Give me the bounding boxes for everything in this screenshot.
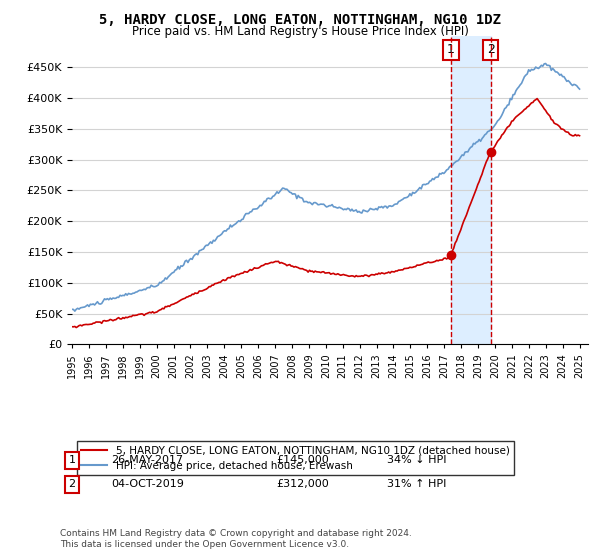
Text: 34% ↓ HPI: 34% ↓ HPI: [387, 455, 446, 465]
Text: Contains HM Land Registry data © Crown copyright and database right 2024.
This d: Contains HM Land Registry data © Crown c…: [60, 529, 412, 549]
Text: 31% ↑ HPI: 31% ↑ HPI: [387, 479, 446, 489]
Bar: [451, 36, 491, 344]
Text: 5, HARDY CLOSE, LONG EATON, NOTTINGHAM, NG10 1DZ: 5, HARDY CLOSE, LONG EATON, NOTTINGHAM, …: [99, 13, 501, 27]
Text: 26-MAY-2017: 26-MAY-2017: [111, 455, 183, 465]
Text: 04-OCT-2019: 04-OCT-2019: [111, 479, 184, 489]
Text: Price paid vs. HM Land Registry's House Price Index (HPI): Price paid vs. HM Land Registry's House …: [131, 25, 469, 38]
Text: 1: 1: [68, 455, 76, 465]
Text: 2: 2: [68, 479, 76, 489]
Legend: 5, HARDY CLOSE, LONG EATON, NOTTINGHAM, NG10 1DZ (detached house), HPI: Average : 5, HARDY CLOSE, LONG EATON, NOTTINGHAM, …: [77, 441, 514, 475]
Text: 2: 2: [487, 44, 494, 57]
Text: £312,000: £312,000: [276, 479, 329, 489]
Text: 1: 1: [447, 44, 455, 57]
Text: £145,000: £145,000: [276, 455, 329, 465]
